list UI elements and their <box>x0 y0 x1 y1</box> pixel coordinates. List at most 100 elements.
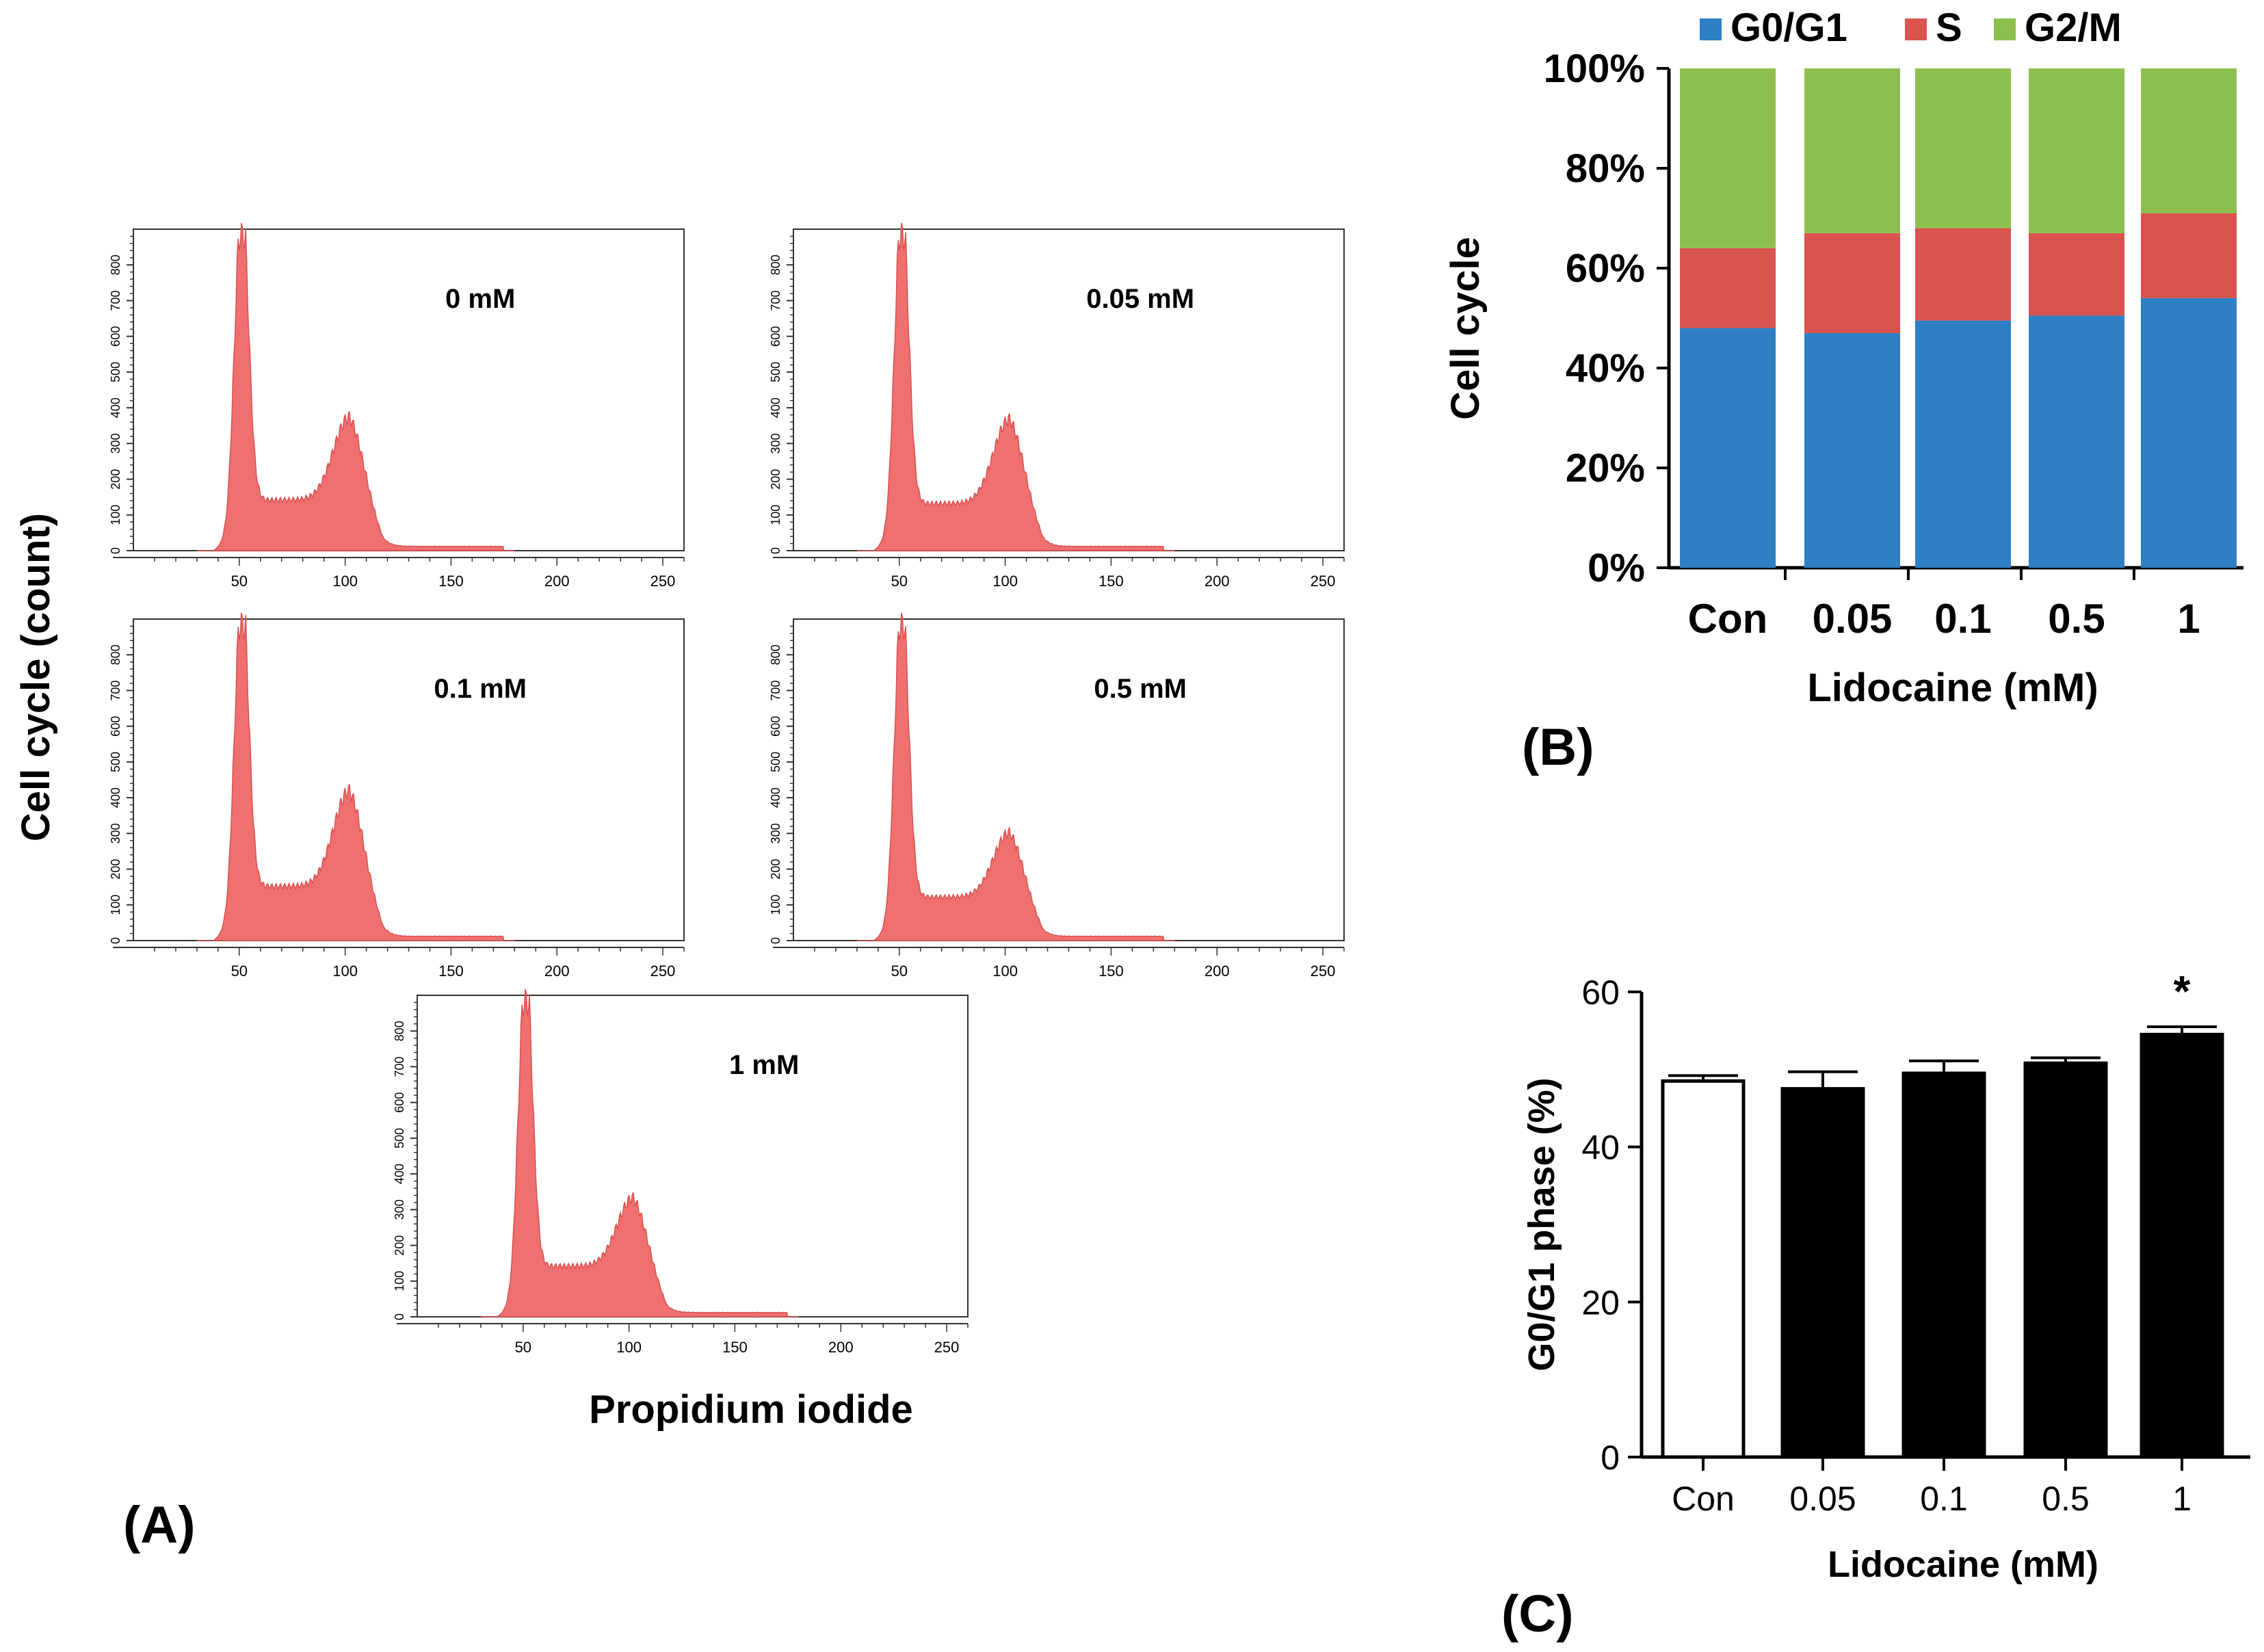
y-tick-label: 600 <box>769 326 782 347</box>
x-tick-label: 100 <box>332 962 358 980</box>
y-tick-label: 20 <box>1581 1283 1620 1322</box>
bar-segment-s <box>1680 248 1776 328</box>
panel-c-label: (C) <box>1501 1585 1574 1643</box>
y-tick-label: 0% <box>1588 546 1645 590</box>
x-tick-label: 250 <box>934 1339 960 1356</box>
panel-b-stacked-chart: 0% 20% 40% 60% 80% 100% Con 0.05 0.1 0.5 1 G0/G1 S G2… <box>1544 5 2243 642</box>
y-tick-label: 400 <box>109 787 122 808</box>
legend-label: S <box>1936 5 1962 50</box>
x-tick-label: 250 <box>1311 573 1336 590</box>
histogram-frame <box>417 995 969 1317</box>
y-tick-label: 0 <box>769 937 782 944</box>
bar-segment-s <box>2141 213 2237 298</box>
y-tick-label: 60% <box>1566 246 1645 291</box>
bar-segment-g0-g1 <box>1915 320 2011 568</box>
panel-a-xlabel: Propidium iodide <box>589 1387 913 1432</box>
y-tick-label: 300 <box>109 823 122 843</box>
histogram-frame <box>133 618 685 941</box>
histogram-area <box>196 612 515 941</box>
y-tick-label: 300 <box>393 1199 406 1220</box>
x-tick-label: 0.1 <box>1934 596 1991 642</box>
bar-segment-g2-m <box>1804 68 1900 233</box>
y-tick-label: 600 <box>393 1092 406 1113</box>
panel-b-label: (B) <box>1522 718 1594 776</box>
y-tick-label: 500 <box>109 752 122 772</box>
y-tick-label: 700 <box>109 290 122 311</box>
y-tick-label: 200 <box>109 859 122 880</box>
x-tick-label: 150 <box>438 962 464 980</box>
histogram-condition-label: 0.1 mM <box>434 674 527 704</box>
y-tick-label: 20% <box>1566 446 1645 490</box>
y-tick-label: 800 <box>769 254 782 275</box>
y-tick-label: 100 <box>109 895 122 915</box>
panel-c-xlabel: Lidocaine (mM) <box>1828 1544 2098 1585</box>
x-tick-label: 50 <box>231 962 248 980</box>
y-tick-label: 60 <box>1581 973 1620 1012</box>
y-tick-label: 500 <box>393 1128 406 1149</box>
x-tick-label: 250 <box>650 962 676 980</box>
x-tick-label: 50 <box>891 573 908 590</box>
y-tick-label: 700 <box>769 680 782 700</box>
panel-c-bar-chart: 0 20 40 60 Con 0.05 0.1 0.5 1 * <box>1581 967 2250 1518</box>
x-tick-label: 100 <box>616 1339 642 1356</box>
bar-segment-g0-g1 <box>1804 332 1900 568</box>
histogram-condition-label: 0 mM <box>445 284 515 314</box>
y-tick-label: 0 <box>109 937 122 944</box>
y-tick-label: 800 <box>109 254 122 275</box>
bar <box>1780 1087 1865 1459</box>
histogram-frame <box>133 228 685 551</box>
legend-swatch <box>1905 18 1927 40</box>
x-tick-label: 150 <box>1098 962 1124 980</box>
panel-a-ylabel: Cell cycle (count) <box>14 513 58 841</box>
histogram-area <box>856 222 1175 551</box>
x-tick-label: 1 <box>2177 596 2200 642</box>
y-tick-label: 100 <box>393 1271 406 1292</box>
y-tick-label: 0 <box>769 547 782 554</box>
y-tick-label: 40 <box>1581 1129 1620 1167</box>
bar-segment-s <box>2029 233 2124 316</box>
x-tick-label: 1 <box>2172 1480 2191 1518</box>
y-tick-label: 400 <box>109 397 122 418</box>
x-tick-label: Con <box>1688 596 1768 642</box>
y-tick-label: 100% <box>1544 47 1645 91</box>
y-tick-label: 100 <box>769 505 782 525</box>
y-tick-label: 500 <box>769 752 782 772</box>
x-tick-label: 200 <box>1205 573 1230 590</box>
y-tick-label: 700 <box>393 1056 406 1077</box>
bar-segment-g2-m <box>1680 68 1776 248</box>
bar-segment-g0-g1 <box>2141 298 2237 568</box>
x-tick-label: 200 <box>544 962 570 980</box>
y-tick-label: 500 <box>109 362 122 382</box>
x-tick-label: 250 <box>650 573 676 590</box>
x-tick-label: 0.05 <box>1813 596 1893 642</box>
y-tick-label: 200 <box>769 859 782 880</box>
legend-label: G2/M <box>2025 5 2122 50</box>
y-tick-label: 800 <box>109 644 122 665</box>
y-tick-label: 100 <box>769 895 782 915</box>
x-tick-label: 0.05 <box>1789 1480 1856 1518</box>
y-tick-label: 600 <box>109 326 122 347</box>
x-tick-label: 50 <box>891 962 908 980</box>
x-tick-label: 200 <box>1205 962 1230 980</box>
bar <box>2140 1032 2224 1459</box>
x-tick-label: 150 <box>438 573 464 590</box>
y-tick-label: 200 <box>769 469 782 490</box>
panel-b-xlabel: Lidocaine (mM) <box>1807 666 2098 710</box>
y-tick-label: 200 <box>109 469 122 490</box>
bar-segment-g2-m <box>2029 68 2124 233</box>
x-tick-label: 200 <box>544 573 570 590</box>
x-tick-label: 0.5 <box>2042 1480 2090 1518</box>
bar-segment-s <box>1915 228 2011 321</box>
y-tick-label: 700 <box>109 680 122 700</box>
x-tick-label: Con <box>1672 1480 1735 1518</box>
y-tick-label: 400 <box>769 787 782 808</box>
y-tick-label: 300 <box>769 433 782 454</box>
bar <box>2023 1061 2108 1459</box>
y-tick-label: 500 <box>769 362 782 382</box>
bar-segment-g2-m <box>2141 68 2237 213</box>
legend-swatch <box>1994 18 2016 40</box>
x-tick-label: 50 <box>515 1339 531 1356</box>
legend-swatch <box>1700 18 1722 40</box>
panel-b-ylabel: Cell cycle <box>1443 237 1488 420</box>
